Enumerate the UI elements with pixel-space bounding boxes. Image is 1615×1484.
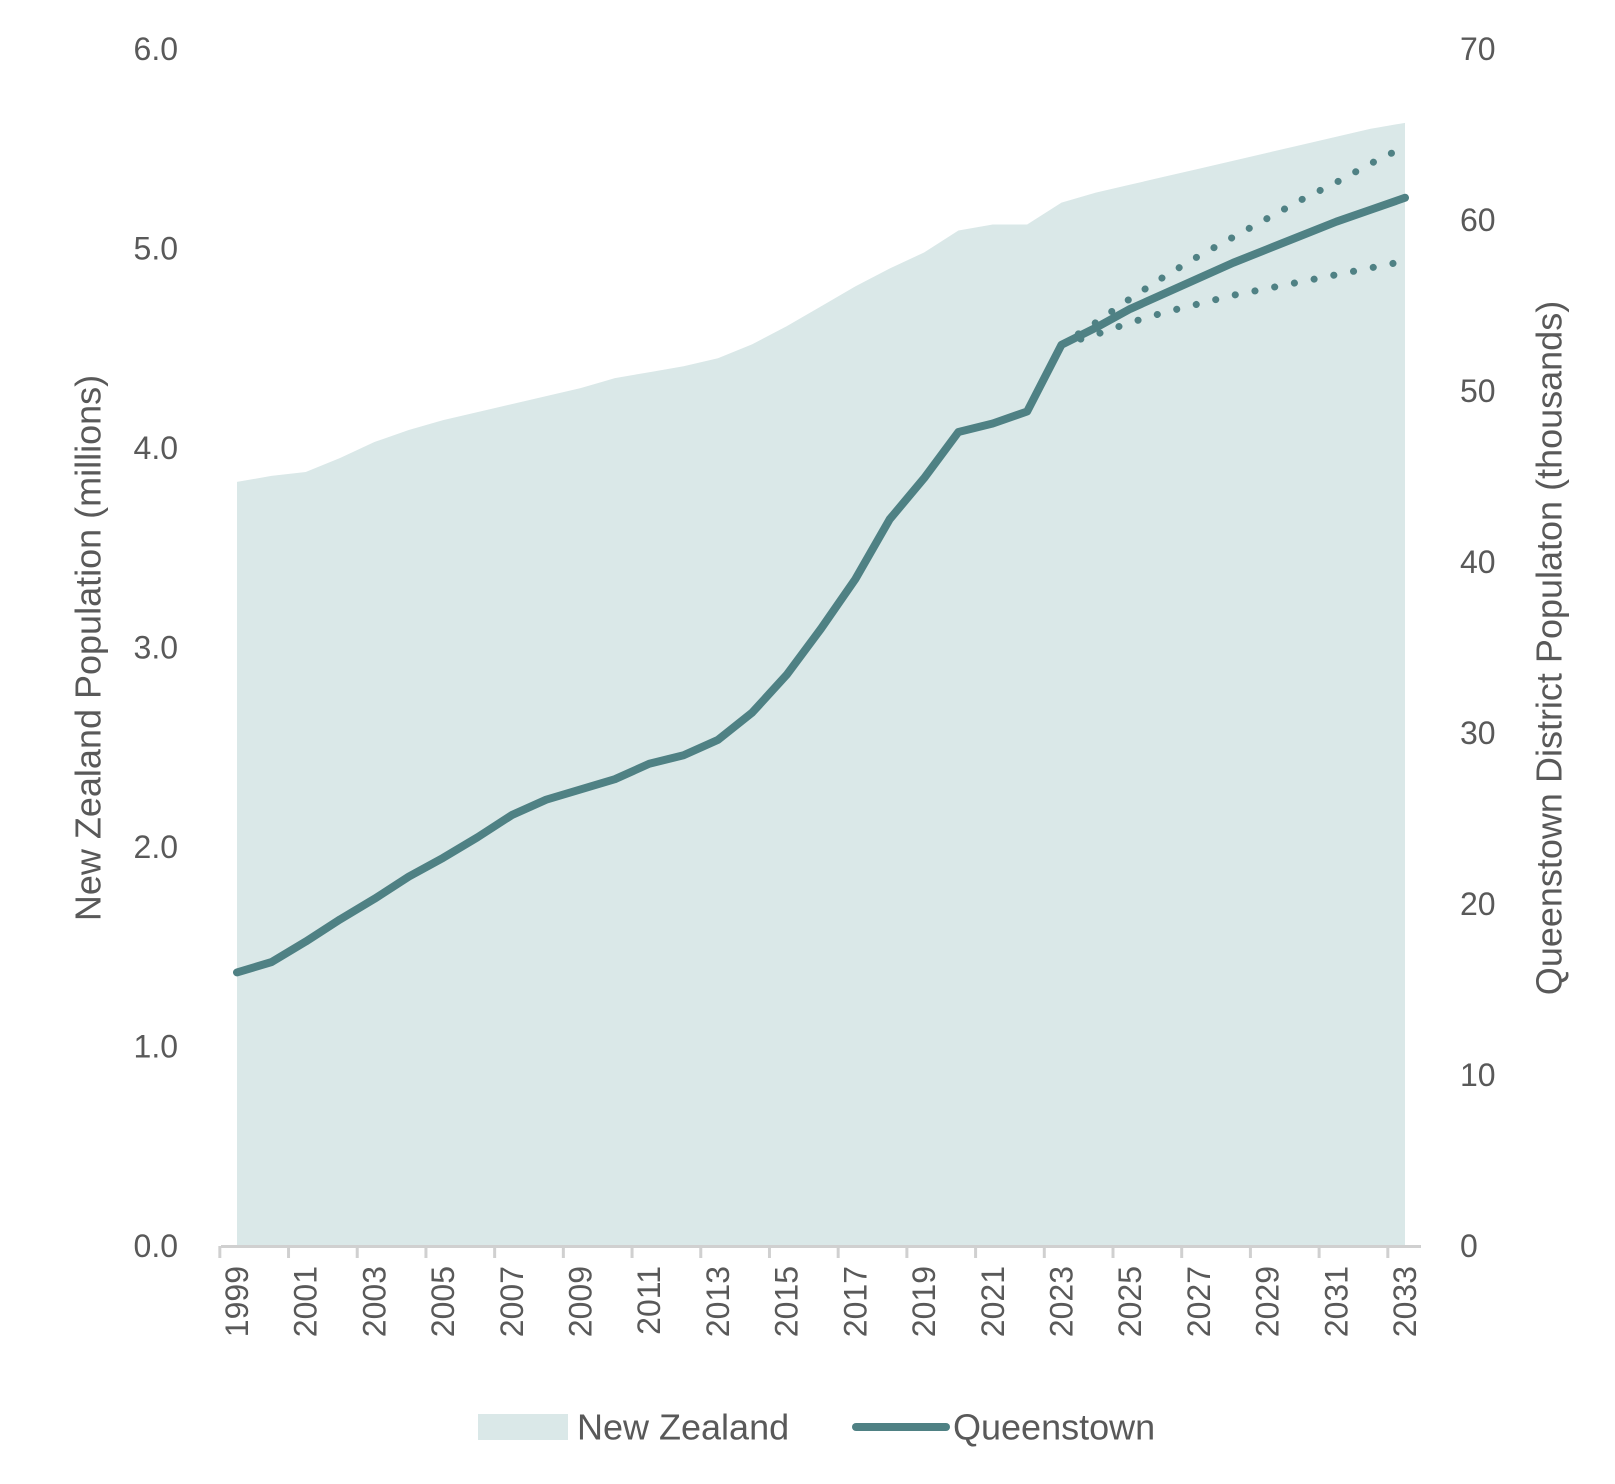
x-tick-label: 2025 bbox=[1112, 1266, 1148, 1337]
series-queenstown bbox=[233, 193, 1409, 977]
x-tick-label: 2011 bbox=[631, 1266, 667, 1335]
x-tick-label: 2031 bbox=[1318, 1266, 1354, 1337]
x-tick-label: 2023 bbox=[1043, 1266, 1079, 1337]
x-tick-label: 2003 bbox=[356, 1266, 392, 1337]
y-right-tick-label: 30 bbox=[1460, 715, 1496, 751]
y-right-tick-label: 60 bbox=[1460, 202, 1496, 238]
y-left-tick-label: 6.0 bbox=[134, 31, 178, 67]
x-tick-label: 2033 bbox=[1387, 1266, 1423, 1337]
y-right-tick-label: 20 bbox=[1460, 886, 1496, 922]
legend-label-new-zealand: New Zealand bbox=[577, 1407, 789, 1448]
nz-population-area bbox=[237, 122, 1405, 1247]
x-tick-label: 2013 bbox=[700, 1266, 736, 1337]
x-tick-label: 2005 bbox=[425, 1266, 461, 1337]
legend: New Zealand Queenstown bbox=[478, 1407, 1155, 1448]
y-left-tick-label: 4.0 bbox=[134, 430, 178, 466]
legend-label-queenstown: Queenstown bbox=[953, 1407, 1155, 1448]
x-tick-label: 2009 bbox=[563, 1266, 599, 1337]
x-tick-label: 2029 bbox=[1250, 1266, 1286, 1337]
series-queenstown-high-projection bbox=[1057, 142, 1409, 349]
y-right-tick-label: 40 bbox=[1460, 544, 1496, 580]
legend-swatch-new-zealand bbox=[478, 1414, 568, 1440]
series-queenstown-low-projection bbox=[1057, 257, 1409, 349]
y-right-axis-title: Queenstown District Populaton (thousands… bbox=[1529, 301, 1570, 995]
y-right-tick-label: 50 bbox=[1460, 373, 1496, 409]
y-right-tick-label: 10 bbox=[1460, 1057, 1496, 1093]
x-tick-label: 2027 bbox=[1181, 1266, 1217, 1337]
y-left-tick-label: 5.0 bbox=[134, 231, 178, 267]
x-tick-label: 2007 bbox=[494, 1266, 530, 1337]
y-left-axis-title: New Zealand Population (millions) bbox=[68, 375, 109, 921]
queenstown-lines-layer bbox=[233, 142, 1409, 977]
y-left-tick-label: 0.0 bbox=[134, 1228, 178, 1264]
y-left-tick-label: 2.0 bbox=[134, 829, 178, 865]
x-tick-label: 2015 bbox=[769, 1266, 805, 1337]
y-right-tick-label: 70 bbox=[1460, 31, 1496, 67]
x-tick-label: 2017 bbox=[837, 1266, 873, 1337]
x-tick-label: 2021 bbox=[975, 1266, 1011, 1337]
x-tick-label: 2001 bbox=[288, 1266, 324, 1337]
labels-layer: 0.0 1.0 2.0 3.0 4.0 5.0 6.0 0 10 20 30 40 50 60 70 1999… bbox=[68, 31, 1570, 1337]
y-left-tick-label: 3.0 bbox=[134, 630, 178, 666]
x-tick-label: 1999 bbox=[219, 1266, 255, 1337]
y-left-tick-label: 1.0 bbox=[134, 1029, 178, 1065]
x-tick-label: 2019 bbox=[906, 1266, 942, 1337]
nz-area-layer bbox=[237, 122, 1405, 1247]
y-right-tick-label: 0 bbox=[1460, 1228, 1478, 1264]
axes-layer bbox=[218, 1245, 1421, 1258]
